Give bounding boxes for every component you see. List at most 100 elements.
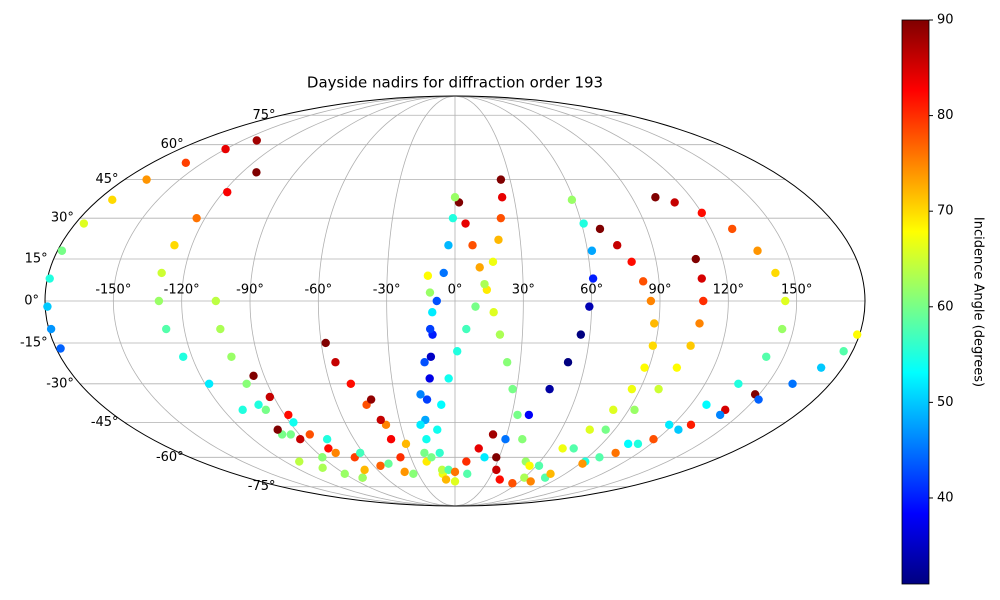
data-point (462, 457, 471, 466)
data-point (640, 363, 649, 372)
y-tick-label: -75° (248, 479, 276, 494)
data-point (444, 465, 453, 475)
colorbar-tick-label: 70 (937, 204, 954, 219)
data-point (670, 198, 679, 207)
data-point (558, 444, 567, 453)
data-point (142, 175, 151, 184)
colorbar-axis: 40 50 60 70 80 90 (929, 13, 954, 505)
data-point (587, 246, 597, 255)
data-point (480, 453, 489, 462)
data-point (495, 330, 505, 339)
data-point (638, 277, 648, 286)
data-point (161, 324, 171, 334)
data-point (702, 400, 711, 409)
data-point (649, 435, 658, 444)
y-tick-label: -45° (91, 415, 119, 430)
x-tick-label: -150° (95, 283, 131, 298)
y-tick-label: 30° (51, 211, 74, 226)
data-point (534, 461, 544, 470)
data-point (439, 268, 448, 278)
x-tick-label: 60° (580, 283, 603, 298)
data-point (238, 405, 247, 415)
data-point (273, 425, 282, 434)
data-point (518, 435, 527, 444)
data-point (437, 465, 447, 475)
data-point (192, 213, 201, 223)
data-point (420, 358, 429, 367)
data-point (495, 475, 504, 484)
data-point (425, 374, 434, 383)
colorbar-tick-label: 80 (937, 108, 954, 123)
data-point (360, 465, 369, 475)
data-point (321, 338, 330, 348)
data-point (496, 213, 506, 223)
data-point (450, 467, 460, 477)
data-point (396, 453, 405, 462)
data-point (249, 371, 258, 380)
data-point (520, 473, 529, 482)
colorbar-tick-label: 90 (937, 13, 954, 28)
data-point (777, 324, 787, 334)
data-point (254, 400, 263, 409)
y-tick-label: 60° (161, 137, 184, 152)
data-point (715, 410, 725, 420)
data-point (546, 469, 555, 479)
chart-title: Dayside nadirs for diffraction order 193 (307, 74, 603, 92)
data-point (358, 473, 367, 482)
data-point (261, 405, 271, 415)
data-point (216, 324, 225, 334)
points (43, 136, 862, 488)
data-point (331, 358, 340, 367)
y-tick-label: 45° (96, 172, 119, 187)
data-point (401, 439, 411, 449)
x-tick-label: 150° (781, 283, 812, 298)
data-point (697, 208, 706, 218)
data-point (422, 395, 432, 404)
data-point (771, 268, 780, 278)
data-point (611, 448, 620, 458)
data-point (727, 224, 737, 234)
data-point (463, 469, 472, 479)
data-point (170, 241, 179, 250)
data-point (699, 296, 708, 306)
data-point (448, 213, 458, 223)
data-point (686, 341, 695, 350)
data-point (686, 420, 696, 430)
data-point (227, 352, 236, 361)
data-point (648, 341, 658, 350)
data-point (437, 400, 446, 409)
data-point (627, 384, 637, 394)
data-point (609, 405, 618, 415)
data-point (612, 241, 622, 250)
data-point (501, 435, 510, 444)
data-point (252, 136, 261, 145)
y-tick-label: 75° (252, 108, 275, 123)
data-point (324, 444, 333, 453)
data-point (376, 461, 385, 470)
data-point (816, 363, 826, 372)
data-point (579, 219, 588, 228)
x-tick-label: 0° (448, 283, 463, 298)
data-point (576, 330, 586, 339)
y-tick-label: 15° (25, 252, 48, 267)
data-point (453, 347, 462, 356)
data-point (386, 435, 396, 444)
data-point (286, 430, 295, 439)
data-point (691, 254, 700, 264)
data-point (672, 363, 682, 372)
data-point (157, 268, 166, 278)
data-point (651, 193, 660, 202)
data-point (502, 358, 512, 367)
data-point (427, 453, 436, 462)
data-point (461, 219, 470, 228)
data-point (108, 195, 117, 205)
data-point (43, 302, 52, 311)
data-point (630, 405, 639, 415)
data-point (384, 459, 393, 468)
colorbar-label: Incidence Angle (degrees) (971, 217, 986, 387)
data-point (346, 379, 356, 389)
data-point (204, 379, 214, 389)
data-point (441, 475, 451, 484)
data-point (650, 319, 659, 328)
data-point (181, 158, 191, 167)
